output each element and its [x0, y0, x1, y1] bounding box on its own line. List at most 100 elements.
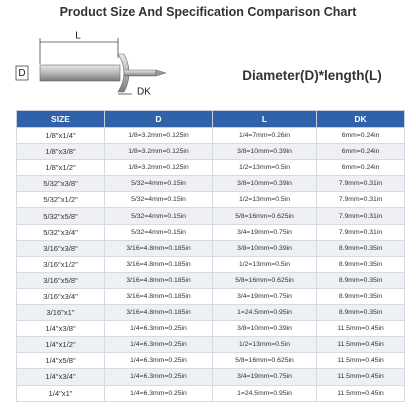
- table-row: 1/8"x3/8" 1/8=3.2mm=0.125in 3/8=10mm=0.39i…: [16, 143, 405, 161]
- table-cell: 1=24.5mm=0.95in: [212, 384, 317, 402]
- table-cell: 8.9mm=0.35in: [316, 304, 405, 322]
- table-cell: 1/2=13mm=0.5in: [212, 255, 317, 273]
- table-cell: 3/16=4.8mm=0.185in: [104, 255, 213, 273]
- table-cell: 3/8=10mm=0.39in: [212, 175, 317, 193]
- label-dk: DK: [137, 87, 151, 98]
- table-cell: 1/8"x3/8": [16, 143, 105, 161]
- column-header: L: [212, 110, 317, 128]
- spec-table: SIZE D L DK 1/8"x1/4" 1/8=3.2mm=0.125in 1/4=7…: [16, 110, 405, 402]
- mandrel-tip: [155, 69, 167, 77]
- label-box: [15, 65, 29, 81]
- table-row: 3/16"x3/4" 3/16=4.8mm=0.185in 3/4=19mm=0.7…: [16, 287, 405, 306]
- table-row: 1/4"x3/8" 1/4=6.3mm=0.25in 3/8=10mm=0.39in…: [16, 320, 405, 338]
- table-cell: 1/8"x1/2": [16, 159, 105, 177]
- mandrel: [123, 69, 157, 77]
- table-row: 1/4"x5/8" 1/4=6.3mm=0.25in 5/8=16mm=0.625i…: [16, 352, 405, 370]
- table-cell: 1/8=3.2mm=0.125in: [104, 126, 213, 145]
- table-cell: 3/16"x3/4": [16, 287, 105, 306]
- column-header: DK: [316, 110, 405, 128]
- table-cell: 7.9mm=0.31in: [316, 223, 405, 241]
- table-cell: 1/8=3.2mm=0.125in: [104, 159, 213, 177]
- table-cell: 3/16"x1": [16, 304, 105, 322]
- table-cell: 1/4=6.3mm=0.25in: [104, 352, 213, 370]
- table-cell: 3/4=19mm=0.75in: [212, 287, 317, 306]
- table-cell: 5/32"x3/8": [16, 175, 105, 193]
- table-cell: 1/4=6.3mm=0.25in: [104, 320, 213, 338]
- table-cell: 1/4=6.3mm=0.25in: [104, 368, 213, 386]
- table-cell: 5/8=16mm=0.625in: [212, 271, 317, 289]
- table-cell: 11.5mm=0.45in: [316, 384, 405, 402]
- table-cell: 7.9mm=0.31in: [316, 207, 405, 225]
- table-cell: 1/4"x3/8": [16, 320, 105, 338]
- table-cell: 1/4=6.3mm=0.25in: [104, 384, 213, 402]
- table-cell: 5/32"x1/2": [16, 191, 105, 209]
- table-cell: 7.9mm=0.31in: [316, 175, 405, 193]
- table-row: 3/16"x1/2" 3/16=4.8mm=0.185in 1/2=13mm=0.5…: [16, 255, 405, 273]
- table-cell: 1=24.5mm=0.95in: [212, 304, 317, 322]
- table-cell: 5/8=16mm=0.625in: [212, 207, 317, 225]
- table-cell: 1/2=13mm=0.5in: [212, 336, 317, 354]
- table-cell: 3/8=10mm=0.39in: [212, 239, 317, 257]
- table-cell: 1/8=3.2mm=0.125in: [104, 143, 213, 161]
- table-row: 1/8"x1/2" 1/8=3.2mm=0.125in 1/2=13mm=0.5in…: [16, 159, 405, 177]
- table-cell: 3/16=4.8mm=0.185in: [104, 239, 213, 257]
- table-cell: 1/4"x5/8": [16, 352, 105, 370]
- table-body: 1/8"x1/4" 1/8=3.2mm=0.125in 1/4=7mm=0.26in…: [16, 126, 405, 402]
- table-row: 5/32"x1/2" 5/32=4mm=0.15in 1/2=13mm=0.5in 7…: [16, 191, 405, 209]
- table-cell: 6mm=0.24in: [316, 143, 405, 161]
- table-cell: 1/2=13mm=0.5in: [212, 159, 317, 177]
- table-row: 5/32"x3/8" 5/32=4mm=0.15in 3/8=10mm=0.39in…: [16, 175, 405, 193]
- rivet-diagram: L D DK: [15, 31, 167, 98]
- table-row: 1/4"x1" 1/4=6.3mm=0.25in 1=24.5mm=0.95in 11…: [16, 384, 405, 402]
- table-cell: 11.5mm=0.45in: [316, 352, 405, 370]
- table-row: 1/8"x1/4" 1/8=3.2mm=0.125in 1/4=7mm=0.26in…: [16, 126, 405, 145]
- table-cell: 5/32=4mm=0.15in: [104, 175, 213, 193]
- label-l: L: [75, 31, 81, 42]
- title: Product Size And Specification Compariso…: [59, 5, 357, 19]
- table-cell: 5/32"x3/4": [16, 223, 105, 241]
- table-cell: 3/16=4.8mm=0.185in: [104, 304, 213, 322]
- label-d: D: [18, 68, 25, 79]
- column-header: D: [104, 110, 213, 128]
- table-cell: 1/2=13mm=0.5in: [212, 191, 317, 209]
- table-cell: 5/32"x5/8": [16, 207, 105, 225]
- table-row: 5/32"x3/4" 5/32=4mm=0.15in 3/4=19mm=0.75in…: [16, 223, 405, 241]
- table-cell: 8.9mm=0.35in: [316, 271, 405, 289]
- table-cell: 3/8=10mm=0.39in: [212, 320, 317, 338]
- table-cell: 5/8=16mm=0.625in: [212, 352, 317, 370]
- table-row: 3/16"x5/8" 3/16=4.8mm=0.185in 5/8=16mm=0.6…: [16, 271, 405, 289]
- table-cell: 1/4=6.3mm=0.25in: [104, 336, 213, 354]
- table-cell: 1/4"x1": [16, 384, 105, 402]
- table-cell: 6mm=0.24in: [316, 159, 405, 177]
- table-cell: 5/32=4mm=0.15in: [104, 207, 213, 225]
- table-cell: 3/4=19mm=0.75in: [212, 223, 317, 241]
- table-row: 3/16"x1" 3/16=4.8mm=0.185in 1=24.5mm=0.95i…: [16, 304, 405, 322]
- table-cell: 3/16"x1/2": [16, 255, 105, 273]
- rivet-body: [39, 64, 121, 82]
- table-cell: 1/4"x3/4": [16, 368, 105, 386]
- table-cell: 11.5mm=0.45in: [316, 320, 405, 338]
- table-cell: 3/16=4.8mm=0.185in: [104, 271, 213, 289]
- table-cell: 1/4"x1/2": [16, 336, 105, 354]
- table-cell: 11.5mm=0.45in: [316, 336, 405, 354]
- table-row: 5/32"x5/8" 5/32=4mm=0.15in 5/8=16mm=0.625i…: [16, 207, 405, 225]
- table-row: 1/4"x1/2" 1/4=6.3mm=0.25in 1/2=13mm=0.5in 1…: [16, 336, 405, 354]
- table-cell: 5/32=4mm=0.15in: [104, 191, 213, 209]
- table-cell: 3/8=10mm=0.39in: [212, 143, 317, 161]
- table-cell: 8.9mm=0.35in: [316, 255, 405, 273]
- table-cell: 7.9mm=0.31in: [316, 191, 405, 209]
- table-row: 1/4"x3/4" 1/4=6.3mm=0.25in 3/4=19mm=0.75in…: [16, 368, 405, 386]
- rivet-head: [117, 53, 130, 93]
- table-row: 3/16"x3/8" 3/16=4.8mm=0.185in 3/8=10mm=0.3…: [16, 239, 405, 257]
- table-cell: 3/4=19mm=0.75in: [212, 368, 317, 386]
- table-cell: 8.9mm=0.35in: [316, 239, 405, 257]
- header-row: SIZE D L DK: [16, 110, 405, 128]
- table-cell: 3/16=4.8mm=0.185in: [104, 287, 213, 306]
- table-cell: 5/32=4mm=0.15in: [104, 223, 213, 241]
- column-header: SIZE: [16, 110, 105, 128]
- table-cell: 6mm=0.24in: [316, 126, 405, 145]
- table-cell: 1/8"x1/4": [16, 126, 105, 145]
- table-cell: 3/16"x3/8": [16, 239, 105, 257]
- formula: Diameter(D)*length(L): [242, 68, 382, 83]
